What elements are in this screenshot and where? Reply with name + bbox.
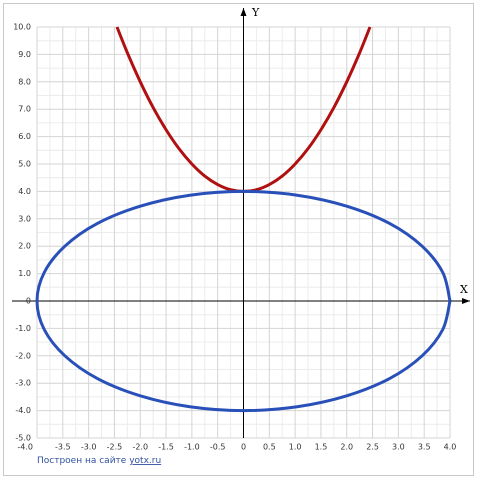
x-tick-label: -2.5	[107, 443, 123, 452]
y-tick-label: 3.0	[18, 214, 31, 223]
y-tick-label: -1.0	[15, 324, 31, 333]
y-tick-label: -4.0	[15, 406, 31, 415]
y-tick-label: 7.0	[18, 105, 31, 114]
y-tick-label: -3.0	[15, 379, 31, 388]
y-tick-label: -2.0	[15, 351, 31, 360]
y-tick-label: 10.0	[13, 23, 31, 32]
x-tick-label: 1.0	[289, 443, 302, 452]
x-arrow	[462, 298, 470, 304]
y-axis-label: Y	[251, 6, 260, 19]
y-tick-label: 5.0	[18, 160, 31, 169]
curve	[35, 189, 452, 413]
x-tick-label: 3.5	[418, 443, 431, 452]
x-tick-label: 3.0	[392, 443, 405, 452]
footer-text: Построен на сайте	[37, 456, 127, 466]
y-tick-label: 0	[26, 297, 31, 306]
x-tick-label: -3.5	[55, 443, 71, 452]
y-tick-label: 9.0	[18, 50, 31, 59]
x-tick-label: 1.5	[315, 443, 328, 452]
x-tick-label: -1.0	[184, 443, 200, 452]
x-tick-label: -3.0	[81, 443, 97, 452]
y-tick-label: -5.0	[15, 434, 31, 443]
x-tick-label: -2.0	[132, 443, 148, 452]
x-tick-label: 0	[241, 443, 246, 452]
x-tick-label: 4.0	[444, 443, 457, 452]
y-tick-label: 6.0	[18, 132, 31, 141]
x-tick-label: 2.0	[340, 443, 353, 452]
footer: Построен на сайте yotx.ru	[37, 456, 161, 466]
x-tick-label: -0.5	[210, 443, 226, 452]
x-tick-label: -1.5	[158, 443, 174, 452]
y-tick-label: 8.0	[18, 77, 31, 86]
x-tick-label: 0.5	[263, 443, 276, 452]
y-arrow	[240, 8, 247, 16]
x-axis-label: X	[460, 283, 468, 296]
y-tick-label: 2.0	[18, 242, 31, 251]
y-tick-label: 1.0	[18, 269, 31, 278]
footer-link[interactable]: yotx.ru	[129, 456, 161, 466]
x-tick-label: -4.0	[17, 443, 33, 452]
x-tick-label: 2.5	[366, 443, 379, 452]
y-tick-label: 4.0	[18, 187, 31, 196]
